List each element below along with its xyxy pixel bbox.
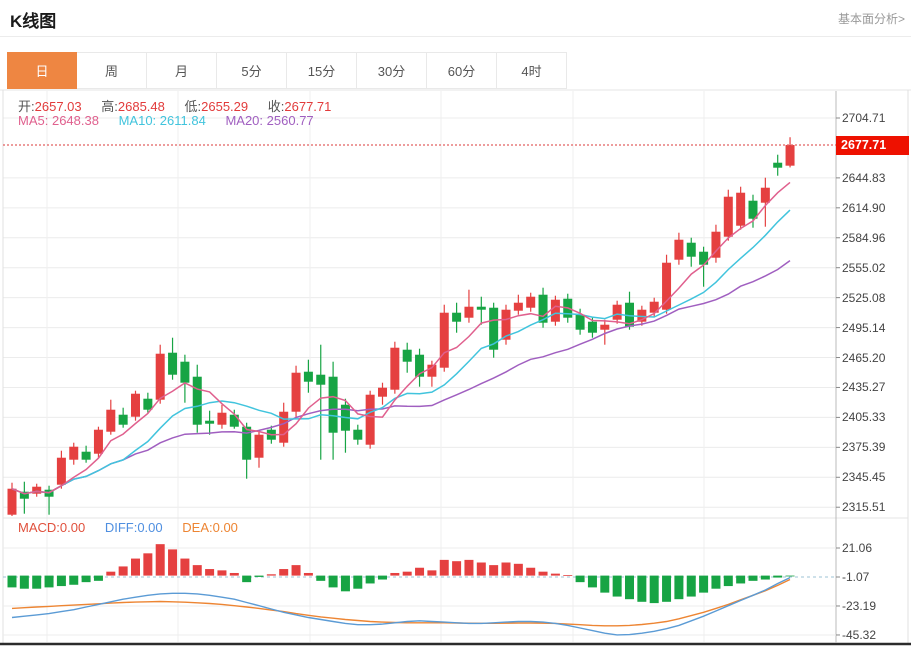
high-value: 高:2685.48 (101, 99, 165, 114)
close-value: 收:2677.71 (267, 99, 332, 114)
tab-60分[interactable]: 60分 (427, 52, 497, 89)
page-title: K线图 (10, 12, 57, 31)
period-tab-bar: 日周月 5分 15分 30分 60分 4时 (7, 52, 567, 89)
price-tick-label: 2405.33 (842, 410, 886, 425)
price-tick-label: 2465.20 (842, 350, 886, 365)
low-value: 低:2655.29 (184, 99, 249, 114)
macd-legend: MACD:0.00 (18, 520, 86, 535)
price-tick-label: 2644.83 (842, 170, 886, 185)
macd-tick-label: -23.19 (842, 598, 877, 613)
ma-legend-row: MA5: 2648.38 MA10: 2611.84 MA20: 2560.77 (18, 113, 330, 128)
price-tick-label: 2345.45 (842, 470, 886, 485)
price-tick-label: 2315.51 (842, 500, 886, 515)
price-tick-label: 2555.02 (842, 260, 886, 275)
tab-4时[interactable]: 4时 (497, 52, 567, 89)
ma20-legend: MA20: 2560.77 (225, 113, 314, 128)
price-tick-label: 2495.14 (842, 320, 886, 335)
tab-月[interactable]: 月 (147, 52, 217, 89)
tab-5分[interactable]: 5分 (217, 52, 287, 89)
price-tick-label: 2614.90 (842, 200, 886, 215)
diff-legend: DIFF:0.00 (104, 520, 163, 535)
ohlc-row: 开:2657.03 高:2685.48 低:2655.29 收:2677.71 (18, 96, 347, 115)
macd-tick-label: -45.32 (842, 627, 877, 642)
tab-日[interactable]: 日 (7, 52, 77, 89)
tab-15分[interactable]: 15分 (287, 52, 357, 89)
macd-legend-row: MACD:0.00 DIFF:0.00 DEA:0.00 (18, 520, 254, 535)
tab-30分[interactable]: 30分 (357, 52, 427, 89)
fundamental-analysis-link[interactable]: 基本面分析> (837, 12, 905, 26)
open-value: 开:2657.03 (18, 99, 82, 114)
price-tick-label: 2584.96 (842, 230, 886, 245)
ma10-legend: MA10: 2611.84 (118, 113, 206, 128)
price-tick-label: 2525.08 (842, 290, 886, 305)
macd-tick-label: 21.06 (842, 541, 873, 555)
price-tick-label: 2704.71 (842, 111, 886, 125)
current-price-badge: 2677.71 (836, 135, 909, 155)
price-tick-label: 2435.27 (842, 380, 886, 395)
price-tick-label: 2375.39 (842, 440, 886, 455)
header-divider (0, 36, 911, 37)
ma5-legend: MA5: 2648.38 (18, 113, 99, 128)
tab-周[interactable]: 周 (77, 52, 147, 89)
macd-tick-label: -1.07 (842, 570, 870, 584)
dea-legend: DEA:0.00 (182, 520, 238, 535)
